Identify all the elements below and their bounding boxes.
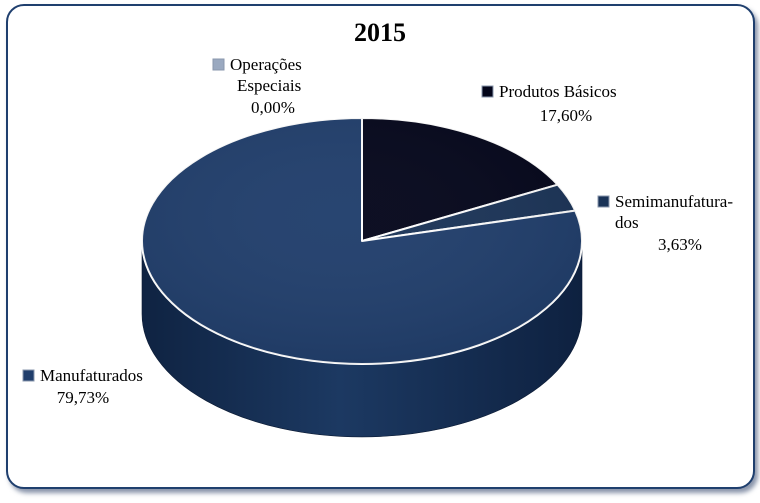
slice-label-2: Manufaturados 79,73%: [22, 366, 143, 407]
slice-label-1: Semimanufatura-dos 3,63%: [597, 192, 733, 254]
slice-label-text-2-0: Manufaturados: [40, 366, 143, 385]
slice-value-2: 79,73%: [57, 388, 109, 407]
chart-title: 2015: [354, 18, 406, 47]
slice-label-text-0-0: Produtos Básicos: [499, 82, 617, 101]
pie-labels: Produtos Básicos 17,60% Semimanufatura-dos…: [22, 55, 733, 407]
slice-value-1: 3,63%: [658, 235, 702, 254]
slice-value-3: 0,00%: [251, 98, 295, 117]
slice-label-text-3-0: Operações: [230, 55, 302, 74]
pie-top-shade: [142, 118, 582, 364]
slice-marker-icon-1: [597, 195, 610, 208]
pie-top: [141, 117, 583, 365]
slice-value-0: 17,60%: [540, 106, 592, 125]
slice-label-3: Operações Especiais 0,00%: [212, 55, 302, 117]
slice-label-text-1-1: dos: [615, 213, 639, 232]
slice-label-0: Produtos Básicos 17,60%: [481, 82, 617, 125]
slice-marker-icon-3: [212, 58, 225, 71]
slice-marker-icon-0: [481, 85, 494, 98]
slice-label-text-3-1: Especiais: [237, 76, 301, 95]
slice-label-text-1-0: Semimanufatura-: [615, 192, 733, 211]
slice-marker-icon-2: [22, 369, 35, 382]
